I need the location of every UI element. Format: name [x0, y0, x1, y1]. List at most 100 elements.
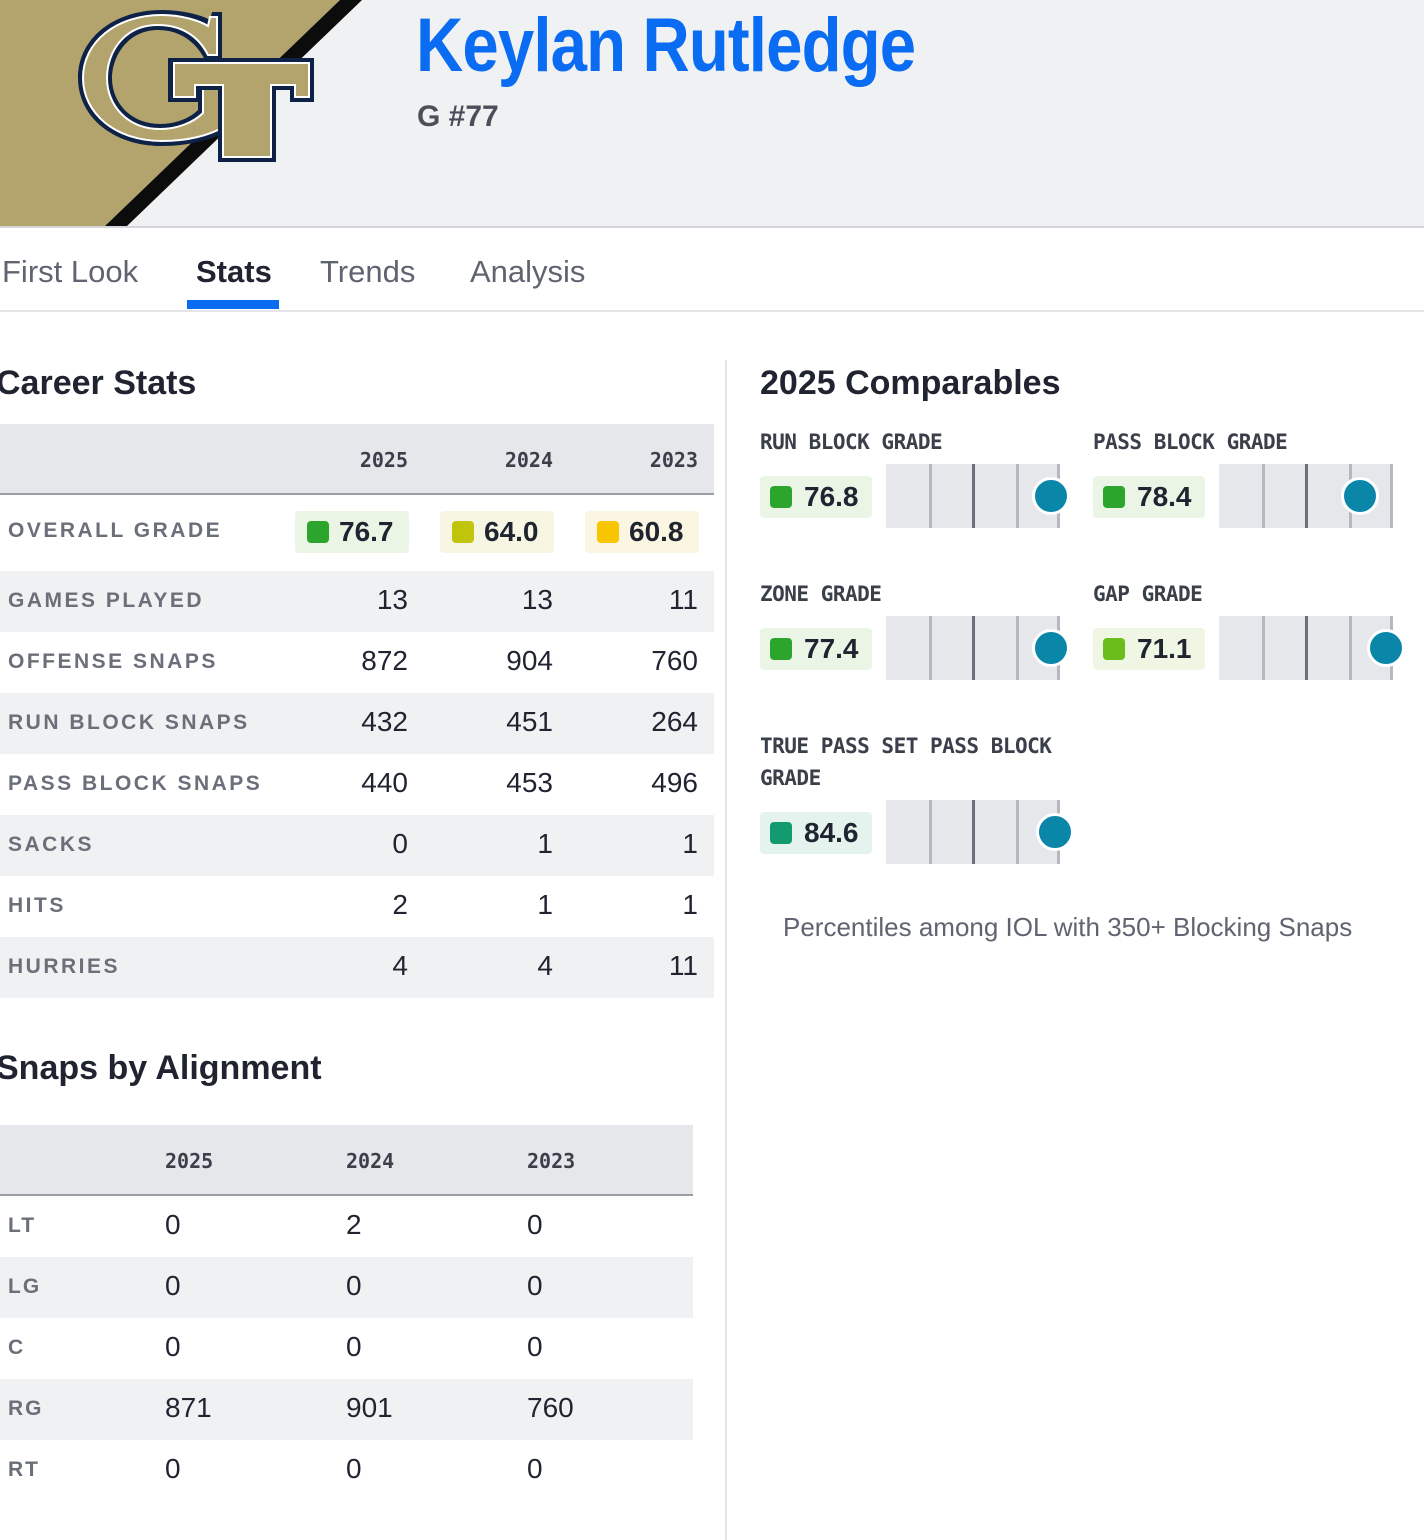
- percentile-marker: [1032, 477, 1071, 515]
- comparable-label: TRUE PASS SET PASS BLOCK GRADE: [760, 734, 1052, 790]
- grade-color-swatch: [770, 486, 792, 508]
- cell-value: 496: [651, 767, 698, 798]
- table-row: RG 871 901 760: [0, 1379, 693, 1440]
- grade-value: 64.0: [484, 516, 539, 547]
- cell-value: 453: [506, 767, 553, 798]
- percentile-tick: [1390, 464, 1393, 528]
- percentile-bar: [886, 800, 1060, 864]
- percentile-tick: [929, 616, 932, 680]
- cell-value: 11: [668, 950, 698, 981]
- grade-color-swatch: [1103, 486, 1125, 508]
- cell-value: 0: [165, 1209, 181, 1240]
- percentile-tick: [1349, 616, 1352, 680]
- percentile-tick: [1305, 616, 1308, 680]
- cell-value: 760: [651, 645, 698, 676]
- table-row: GAMES PLAYED 13 13 11: [0, 571, 714, 632]
- percentile-tick: [972, 800, 975, 864]
- column-header-year: 2023: [527, 1149, 576, 1173]
- percentile-tick: [929, 464, 932, 528]
- grade-chip: 77.4: [760, 628, 872, 670]
- cell-value: 13: [376, 584, 408, 615]
- table-row: SACKS 0 1 1: [0, 815, 714, 876]
- row-label: LG: [8, 1275, 42, 1298]
- tab-analysis[interactable]: Analysis: [470, 254, 586, 289]
- percentile-tick: [929, 800, 932, 864]
- cell-value: 901: [346, 1392, 393, 1423]
- cell-value: 0: [346, 1270, 362, 1301]
- row-label: GAMES PLAYED: [8, 589, 205, 612]
- row-label: OFFENSE SNAPS: [8, 650, 218, 673]
- table-row: HITS 2 1 1: [0, 876, 714, 937]
- percentile-bar: [886, 616, 1060, 680]
- percentile-bar: [1219, 616, 1393, 680]
- grade-chip: 84.6: [760, 812, 872, 854]
- tab-trends[interactable]: Trends: [320, 254, 416, 289]
- grade-value: 77.4: [804, 633, 859, 664]
- comparable-zone-grade: ZONE GRADE 77.4: [760, 578, 1071, 688]
- percentile-tick: [972, 616, 975, 680]
- comparable-gap-grade: GAP GRADE 71.1: [1093, 578, 1406, 688]
- grade-value: 71.1: [1137, 633, 1192, 664]
- table-row: RT 0 0 0: [0, 1440, 693, 1501]
- column-header-year: 2025: [359, 448, 408, 472]
- player-position: G #77: [417, 100, 499, 133]
- table-row: HURRIES 4 4 11: [0, 937, 714, 998]
- percentile-tick: [1262, 616, 1265, 680]
- grade-value: 76.7: [339, 516, 394, 547]
- gt-logo-icon: [78, 10, 314, 162]
- cell-value: 440: [361, 767, 408, 798]
- percentile-tick: [972, 464, 975, 528]
- comparable-true-pass-set-grade: TRUE PASS SET PASS BLOCK GRADE 84.6: [760, 730, 1074, 870]
- grade-value: 76.8: [804, 481, 859, 512]
- table-row: LT 0 2 0: [0, 1196, 693, 1257]
- cell-value: 0: [346, 1331, 362, 1362]
- row-label: HURRIES: [8, 955, 121, 978]
- grade-color-swatch: [770, 822, 792, 844]
- career-stats-table: 2025 2024 2023 OVERALL GRADE 76.7 64.0 6…: [0, 424, 714, 998]
- cell-value: 872: [361, 645, 408, 676]
- grade-chip: 78.4: [1093, 476, 1205, 518]
- row-label: RG: [8, 1397, 44, 1420]
- grade-chip: 60.8: [585, 511, 699, 553]
- grade-value: 78.4: [1137, 481, 1192, 512]
- player-header: Keylan Rutledge G #77: [0, 0, 1424, 228]
- cell-value: 2: [392, 889, 408, 920]
- table-row: LG 0 0 0: [0, 1257, 693, 1318]
- column-header-year: 2023: [649, 448, 698, 472]
- row-label: LT: [8, 1214, 37, 1237]
- cell-value: 904: [506, 645, 553, 676]
- column-header-year: 2025: [165, 1149, 214, 1173]
- cell-value: 0: [527, 1270, 543, 1301]
- grade-value: 84.6: [804, 817, 859, 848]
- table-row: PASS BLOCK SNAPS 440 453 496: [0, 754, 714, 815]
- cell-value: 1: [682, 889, 698, 920]
- table-row-overall-grade: OVERALL GRADE 76.7 64.0 60.8: [0, 495, 714, 571]
- cell-value: 13: [521, 584, 553, 615]
- percentile-tick: [1305, 464, 1308, 528]
- grade-chip: 76.7: [295, 511, 409, 553]
- comparables-footnote: Percentiles among IOL with 350+ Blocking…: [783, 912, 1353, 942]
- table-row: C 0 0 0: [0, 1318, 693, 1379]
- alignment-title: Snaps by Alignment: [0, 1049, 322, 1087]
- cell-value: 0: [527, 1331, 543, 1362]
- comparable-run-block-grade: RUN BLOCK GRADE 76.8: [760, 426, 1071, 536]
- row-label: OVERALL GRADE: [8, 519, 223, 542]
- table-row: RUN BLOCK SNAPS 432 451 264: [0, 693, 714, 754]
- active-tab-indicator: [187, 300, 279, 309]
- tab-stats[interactable]: Stats: [196, 254, 272, 289]
- cell-value: 1: [682, 828, 698, 859]
- player-name: Keylan Rutledge: [416, 3, 916, 88]
- percentile-marker: [1340, 477, 1379, 515]
- column-header-year: 2024: [346, 1149, 395, 1173]
- cell-value: 4: [392, 950, 408, 981]
- grade-chip: 71.1: [1093, 628, 1205, 670]
- column-header-year: 2024: [504, 448, 553, 472]
- cell-value: 1: [537, 889, 553, 920]
- row-label: SACKS: [8, 833, 95, 856]
- grade-color-swatch: [452, 521, 474, 543]
- comparable-pass-block-grade: PASS BLOCK GRADE 78.4: [1093, 426, 1403, 536]
- row-label: C: [8, 1336, 26, 1359]
- cell-value: 264: [651, 706, 698, 737]
- cell-value: 0: [392, 828, 408, 859]
- tab-first-look[interactable]: First Look: [2, 254, 139, 289]
